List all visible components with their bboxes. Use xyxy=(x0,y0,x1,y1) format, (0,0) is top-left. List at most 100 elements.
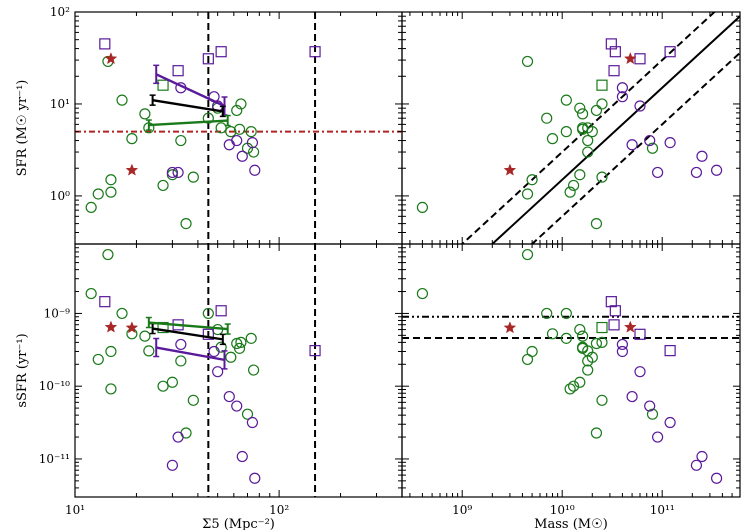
green-circle-point xyxy=(577,108,589,120)
black-track-sfr xyxy=(152,98,224,113)
purple-circle-point xyxy=(652,166,664,179)
purple-circle-point xyxy=(166,459,178,471)
green-circle-point xyxy=(546,133,559,145)
green-circle-point xyxy=(245,126,257,138)
purple-circle-point xyxy=(246,137,259,149)
purple-square-point xyxy=(609,46,621,58)
green-circle-point xyxy=(596,98,608,110)
green-circle-point xyxy=(546,328,559,340)
red-star-point xyxy=(623,320,637,333)
green-circle-point xyxy=(175,134,187,147)
green-circle-point xyxy=(577,342,589,354)
red-star-point xyxy=(104,52,118,65)
green-circle-point xyxy=(215,122,227,134)
green-circle-point xyxy=(646,142,659,154)
green-circle-point xyxy=(560,332,572,344)
purple-circle-point xyxy=(616,91,628,103)
purple-circle-point xyxy=(616,82,628,94)
green-circle-point xyxy=(582,146,594,158)
purple-circle-point xyxy=(696,150,708,162)
purple-circle-point xyxy=(223,390,235,403)
green-circle-point xyxy=(560,307,572,320)
purple-square-point xyxy=(309,46,321,58)
mass-tick-label: 10⁹ xyxy=(452,503,472,517)
purple-circle-point xyxy=(208,345,220,358)
purple-square-point xyxy=(309,345,321,357)
purple-circle-point xyxy=(172,166,184,179)
panel-plot-area-br xyxy=(416,248,723,484)
red-star-point xyxy=(503,163,517,176)
purple-square-point xyxy=(605,296,617,308)
purple-square-point xyxy=(605,38,617,50)
sfr-tick-label: 10² xyxy=(50,5,70,19)
green-circle-point xyxy=(590,104,603,117)
green-circle-point xyxy=(521,248,534,261)
purple-circle-point xyxy=(690,166,703,179)
green-circle-point xyxy=(92,353,104,366)
red-star-point xyxy=(503,321,517,334)
purple-square-point xyxy=(99,38,111,50)
purple-square-point xyxy=(664,345,676,357)
green-circle-point xyxy=(567,380,580,392)
red-star-point xyxy=(125,321,139,334)
green-circle-point xyxy=(143,345,155,357)
purple-square-point xyxy=(609,305,621,317)
green-circle-point xyxy=(157,380,169,392)
green-circle-point xyxy=(166,169,178,181)
green-circle-point xyxy=(166,376,178,388)
green-circle-point xyxy=(586,351,598,363)
purple-circle-point xyxy=(246,416,259,429)
sfr-tick-label: 10⁰ xyxy=(50,189,70,203)
purple-circle-point xyxy=(249,472,261,484)
green-circle-point xyxy=(85,201,97,214)
green-circle-point xyxy=(139,330,151,342)
green-circle-point xyxy=(582,134,594,147)
green-circle-point xyxy=(590,427,603,439)
mass-xlabel: Mass (M☉) xyxy=(534,517,608,530)
purple-circle-point xyxy=(664,137,676,149)
green-circle-point xyxy=(92,188,104,200)
green-circle-point xyxy=(574,323,586,336)
mass-tick-label: 10¹¹ xyxy=(650,503,675,517)
purple-circle-point xyxy=(231,400,243,412)
purple-circle-point xyxy=(172,431,184,443)
panel-plot-area-tl xyxy=(85,38,321,230)
red-star-point xyxy=(104,320,118,333)
green-circle-point xyxy=(582,364,594,376)
green-circle-point xyxy=(248,364,260,376)
purple-circle-point xyxy=(212,366,224,378)
green-circle-point xyxy=(577,123,589,135)
green-circle-point xyxy=(521,55,534,68)
purple-circle-point xyxy=(231,134,243,147)
green-square-point xyxy=(596,79,608,91)
purple-square-point xyxy=(202,53,214,65)
green-square-point xyxy=(157,79,169,91)
purple-circle-point xyxy=(236,450,248,463)
purple-square-point xyxy=(608,319,620,331)
green-circle-point xyxy=(116,94,128,106)
ms-upper-line xyxy=(460,12,716,244)
green-circle-point xyxy=(139,108,151,120)
green-circle-point xyxy=(105,383,117,395)
green-circle-point xyxy=(526,345,538,358)
green-circle-point xyxy=(235,98,247,110)
panel-plot-area-bl xyxy=(85,248,321,484)
green-circle-point xyxy=(180,217,192,230)
green-circle-point xyxy=(235,336,247,348)
purple-track-sfr xyxy=(155,73,225,108)
purple-circle-point xyxy=(710,472,723,484)
purple-circle-point xyxy=(644,134,656,147)
purple-square-point xyxy=(215,305,227,317)
purple-circle-point xyxy=(710,164,723,176)
purple-square-point xyxy=(172,65,184,77)
green-circle-point xyxy=(225,351,237,363)
purple-circle-point xyxy=(175,338,187,351)
green-circle-point xyxy=(116,307,128,320)
env-tick-label: 10¹ xyxy=(65,503,85,517)
green-circle-point xyxy=(574,169,586,181)
green-circle-point xyxy=(233,123,246,135)
purple-square-point xyxy=(634,328,646,340)
purple-circle-point xyxy=(644,400,656,412)
env-xlabel: Σ5 (Mpc⁻²) xyxy=(202,517,275,530)
ssfr-ylabel: sSFR (yr⁻¹) xyxy=(15,333,30,407)
